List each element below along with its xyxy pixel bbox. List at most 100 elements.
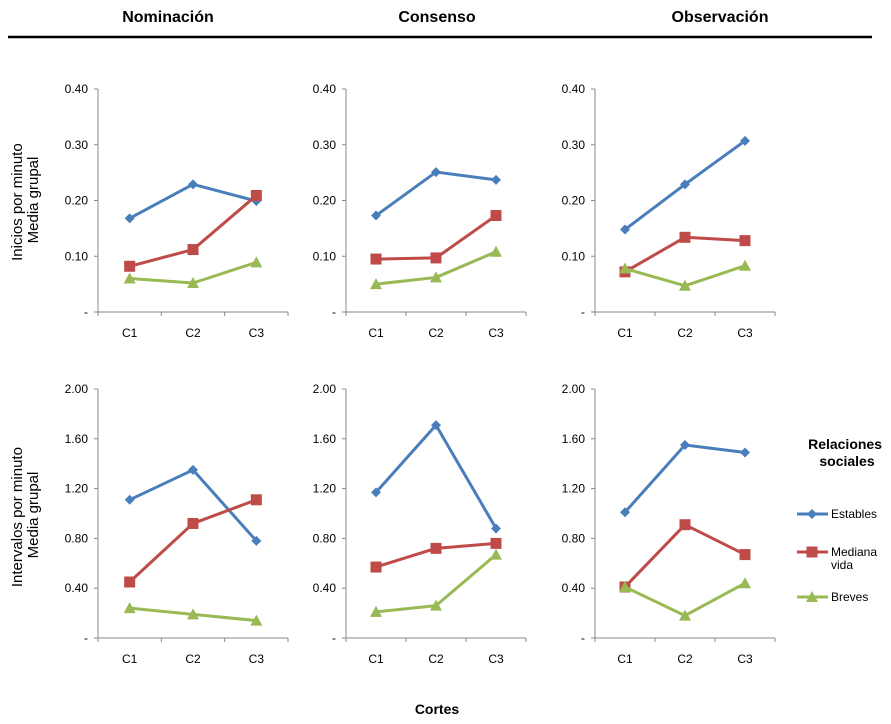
data-point-estables-c1 xyxy=(371,210,381,221)
series-line-estables xyxy=(374,423,498,530)
data-point-estables-c2 xyxy=(680,440,690,451)
y-tick-label: 0.30 xyxy=(313,138,337,152)
data-point-breves-c1 xyxy=(123,272,136,284)
y-tick-label: 0.40 xyxy=(65,581,89,595)
row1-ylabel: Inicios por minuto Media grupal xyxy=(9,139,42,261)
data-point-mediana-vida-c2 xyxy=(187,244,199,256)
y-tick-label: 0.80 xyxy=(313,531,337,545)
data-point-breves-c3 xyxy=(250,614,263,626)
data-point-estables-c2 xyxy=(188,464,198,475)
data-point-breves-c1 xyxy=(370,278,382,290)
row2-ylabel-line1: Intervalos por minuto xyxy=(9,447,26,587)
legend-title-line1: Relaciones xyxy=(808,436,882,452)
data-point-breves-c3 xyxy=(490,548,502,560)
row1-ylabel-line2: Media grupal xyxy=(25,157,42,244)
legend-marker-square xyxy=(806,546,818,558)
legend-title-line2: sociales xyxy=(819,453,874,469)
series-estables xyxy=(124,179,262,224)
x-tick-label-c1: C1 xyxy=(368,326,384,340)
y-tick-label: - xyxy=(84,305,88,319)
x-tick-label-c2: C2 xyxy=(428,652,444,666)
x-tick-label-c3: C3 xyxy=(249,652,265,666)
series-mediana-vida xyxy=(370,210,502,265)
x-tick-label-c3: C3 xyxy=(737,652,753,666)
legend-label: Breves xyxy=(831,590,868,604)
x-tick-label-c2: C2 xyxy=(428,326,444,340)
y-tick-label: 0.20 xyxy=(562,194,586,208)
series-mediana-vida xyxy=(370,537,502,573)
column-title-observacion: Observación xyxy=(672,9,769,26)
y-tick-label: 2.00 xyxy=(65,382,89,396)
series-line-mediana-vida xyxy=(623,523,746,588)
y-tick-label: - xyxy=(581,631,585,645)
series-line-mediana-vida xyxy=(129,194,258,268)
column-title-consenso: Consenso xyxy=(398,9,476,26)
x-tick-label-c2: C2 xyxy=(185,652,201,666)
legend-label: Mediana xyxy=(831,545,877,559)
data-point-estables-c2 xyxy=(188,179,198,190)
legend-item-estables: Estables xyxy=(797,507,877,521)
data-point-estables-c3 xyxy=(740,135,750,146)
data-point-breves-c3 xyxy=(490,245,502,257)
data-point-breves-c2 xyxy=(187,608,199,620)
y-tick-label: 1.60 xyxy=(562,432,586,446)
series-estables xyxy=(124,464,262,546)
x-tick-label-c1: C1 xyxy=(617,326,633,340)
series-estables xyxy=(620,440,750,518)
legend-item-breves: Breves xyxy=(797,590,868,604)
series-line-estables xyxy=(375,170,497,217)
data-point-estables-c1 xyxy=(620,224,630,235)
series-line-estables xyxy=(623,443,746,514)
y-tick-label: 1.60 xyxy=(313,432,337,446)
data-point-mediana-vida-c3 xyxy=(250,494,262,506)
y-tick-label: 2.00 xyxy=(313,382,337,396)
series-mediana-vida xyxy=(124,189,262,272)
panel-r1-c2: - 0.10 0.20 0.30 0.40 C1 C2 C3 xyxy=(313,82,527,340)
series-estables xyxy=(620,135,750,235)
y-tick-label: 1.20 xyxy=(313,482,337,496)
data-point-mediana-vida-c1 xyxy=(370,561,382,573)
row2-ylabel-line2: Media grupal xyxy=(25,472,42,559)
data-point-breves-c3 xyxy=(250,256,263,268)
data-point-breves-c2 xyxy=(430,271,442,283)
y-tick-label: 0.40 xyxy=(562,581,586,595)
data-point-estables-c1 xyxy=(371,487,381,498)
data-point-mediana-vida-c1 xyxy=(124,576,136,588)
x-tick-label-c1: C1 xyxy=(122,652,138,666)
data-point-mediana-vida-c3 xyxy=(250,189,262,201)
y-tick-label: 0.40 xyxy=(65,82,89,96)
y-tick-label: 0.10 xyxy=(562,249,586,263)
y-tick-label: - xyxy=(332,631,336,645)
panel-r1-c3: - 0.10 0.20 0.30 0.40 C1 C2 C3 xyxy=(562,82,776,340)
data-point-mediana-vida-c3 xyxy=(490,210,502,222)
legend-label: Estables xyxy=(831,507,877,521)
y-tick-label: 1.60 xyxy=(65,432,89,446)
y-tick-label: - xyxy=(84,631,88,645)
x-tick-label-c3: C3 xyxy=(249,326,265,340)
legend-marker-triangle xyxy=(806,591,818,602)
y-tick-label: 0.30 xyxy=(65,138,89,152)
x-axis-title: Cortes xyxy=(415,701,460,717)
series-estables xyxy=(371,420,501,534)
series-line-mediana-vida xyxy=(128,498,257,584)
data-point-estables-c1 xyxy=(124,213,135,224)
y-tick-label: - xyxy=(581,305,585,319)
data-point-breves-c2 xyxy=(679,279,691,291)
y-tick-label: 0.20 xyxy=(65,194,89,208)
series-mediana-vida xyxy=(619,519,751,593)
data-point-estables-c3 xyxy=(251,535,262,546)
data-point-estables-c2 xyxy=(680,179,690,190)
y-tick-label: 1.20 xyxy=(65,482,89,496)
x-tick-label-c2: C2 xyxy=(677,326,693,340)
legend-marker-diamond xyxy=(807,509,817,519)
data-point-breves-c1 xyxy=(619,262,631,274)
row2-ylabel: Intervalos por minuto Media grupal xyxy=(9,443,42,587)
x-tick-label-c1: C1 xyxy=(122,326,138,340)
data-point-breves-c3 xyxy=(739,259,751,271)
series-estables xyxy=(371,167,501,221)
data-point-breves-c3 xyxy=(739,577,751,589)
y-tick-label: 1.20 xyxy=(562,482,586,496)
series-breves xyxy=(619,577,751,621)
